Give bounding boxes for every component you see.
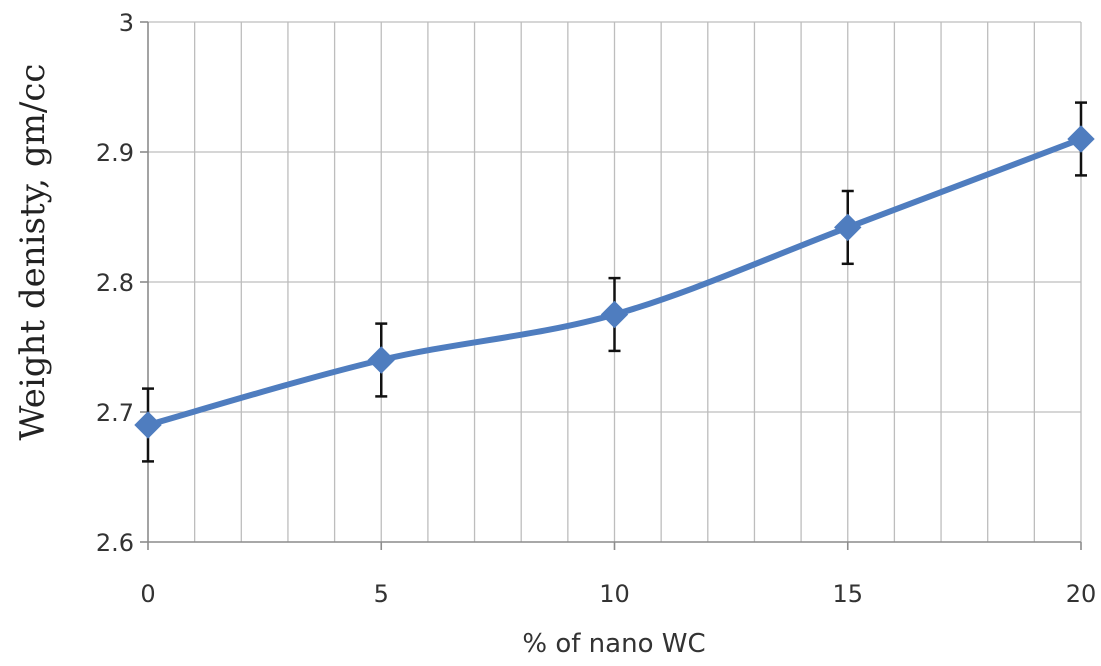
x-tick-label: 10 — [599, 580, 630, 608]
series-layer — [134, 101, 1095, 463]
data-point-marker — [367, 346, 395, 374]
tick-labels: 2.6 2.7 2.8 2.9 3 0 5 10 15 20 — [96, 9, 1096, 608]
x-tick-label: 0 — [140, 580, 155, 608]
x-axis-label: % of nano WC — [522, 629, 705, 659]
x-tick-label: 5 — [374, 580, 389, 608]
data-point-marker — [134, 411, 162, 439]
grid — [148, 21, 1082, 542]
y-tick-label: 2.9 — [96, 139, 134, 167]
x-tick-label: 20 — [1066, 580, 1097, 608]
y-tick-label: 2.8 — [96, 269, 134, 297]
data-point-marker — [834, 213, 862, 242]
data-point-marker — [600, 300, 629, 329]
y-tick-label: 2.7 — [96, 399, 134, 427]
axes — [140, 21, 1082, 550]
x-tick-label: 15 — [832, 580, 863, 608]
y-tick-label: 2.6 — [96, 529, 134, 557]
data-point-marker — [1067, 125, 1095, 153]
y-axis-label: Weight denisty, gm/cc — [13, 64, 53, 441]
y-tick-label: 3 — [119, 9, 134, 37]
